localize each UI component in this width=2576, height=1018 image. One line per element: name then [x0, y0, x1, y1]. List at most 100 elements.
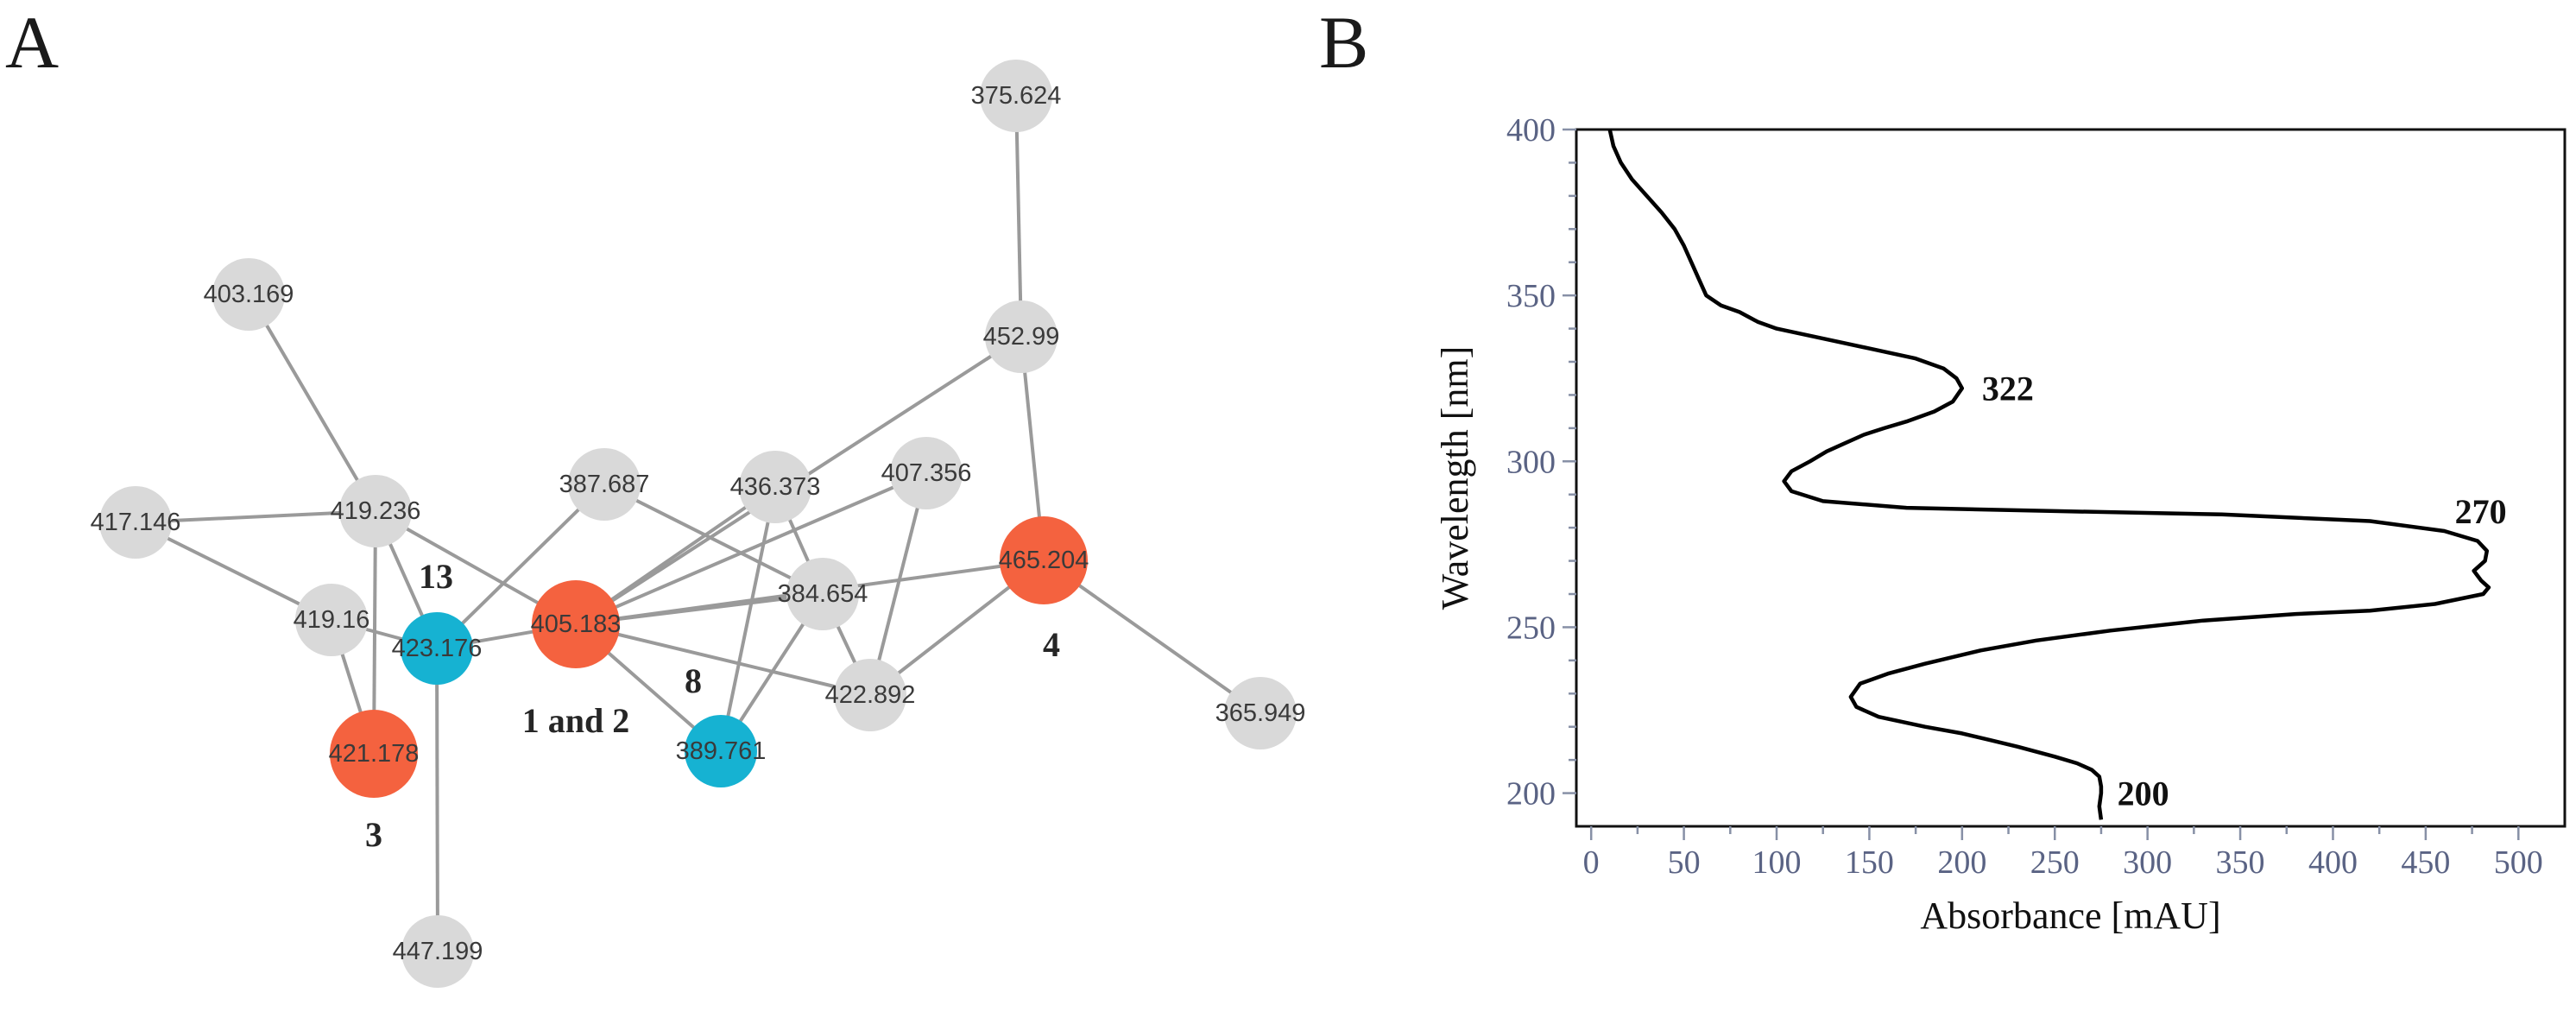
node-label: 375.624: [971, 82, 1062, 110]
compound-label: 3: [365, 815, 382, 854]
node-circle: [739, 451, 811, 523]
node-circle: [401, 915, 474, 988]
network-edge: [1014, 95, 1023, 338]
x-tick-label: 200: [1937, 844, 1986, 881]
node-label: 384.654: [778, 580, 868, 608]
y-tick-label: 250: [1506, 610, 1556, 646]
compound-label: 8: [685, 661, 702, 700]
node-circle: [1224, 677, 1297, 749]
network-edge: [603, 483, 824, 596]
network-node: 447.199: [393, 915, 483, 988]
network-node: 387.687: [559, 448, 650, 521]
compound-labels: 13 1 and 2 8 4 3: [365, 557, 1060, 854]
compound-label: 1 and 2: [522, 701, 630, 740]
network-node: 389.761: [676, 715, 767, 787]
network-node: 365.949: [1215, 677, 1306, 749]
network-node: 419.16: [294, 584, 370, 656]
node-circle: [985, 300, 1058, 373]
node-circle: [339, 475, 412, 547]
network-edge: [575, 471, 927, 626]
node-label: 389.761: [676, 737, 767, 765]
node-circle: [890, 437, 963, 509]
x-tick-label: 0: [1583, 844, 1600, 881]
node-label: 423.176: [392, 635, 483, 662]
network-edge: [247, 293, 377, 513]
node-label: 422.892: [825, 681, 916, 709]
node-circle: [786, 558, 859, 630]
peak-labels: 322 270 200: [1982, 370, 2507, 813]
y-axis-title: Wavelength [nm]: [1434, 346, 1476, 610]
network-edge: [719, 486, 777, 752]
network-node: 436.373: [730, 451, 821, 523]
plot-frame: [1575, 128, 2567, 828]
chart-axes: [1575, 128, 2567, 828]
node-circle: [568, 448, 641, 521]
compound-label: 4: [1043, 625, 1060, 664]
x-tick-label: 250: [2030, 844, 2080, 881]
network-node: 419.236: [331, 475, 421, 547]
network-node: 417.146: [91, 486, 181, 559]
network-node: 384.654: [778, 558, 868, 630]
node-label: 387.687: [559, 471, 650, 498]
panel-b-letter: B: [1319, 1, 1368, 84]
x-tick-label: 50: [1668, 844, 1701, 881]
node-label: 421.178: [329, 740, 420, 768]
network-node: 422.892: [825, 659, 916, 731]
network-node: 403.169: [204, 258, 294, 331]
network-edge: [575, 623, 871, 697]
peak-label: 200: [2118, 775, 2169, 813]
node-label: 447.199: [393, 938, 483, 965]
x-tick-label: 400: [2308, 844, 2358, 881]
x-axis-title: Absorbance [mAU]: [1920, 895, 2220, 937]
network-edge: [868, 472, 928, 696]
network-node: 407.356: [881, 437, 971, 509]
node-label: 365.949: [1215, 699, 1306, 727]
panel-b-uv-chart: B 0 50 100 150 200 250 300 350 400 450 500 200 250 30…: [1319, 1, 2567, 937]
panel-a-network: A 375.624 403.169 452.99 417.146 419.236 387.…: [5, 1, 1305, 988]
node-circle: [295, 584, 368, 656]
node-circle: [532, 580, 620, 668]
y-tick-label: 400: [1506, 112, 1556, 149]
x-tick-label: 500: [2494, 844, 2543, 881]
network-edge: [135, 509, 376, 524]
network-node: 421.178: [329, 710, 420, 798]
node-label: 405.183: [531, 610, 622, 638]
y-tick-label: 350: [1506, 278, 1556, 314]
network-node: 465.204: [999, 516, 1089, 604]
uv-spectrum-line: [1607, 129, 2491, 820]
network-edge: [1042, 559, 1262, 715]
node-circle: [980, 60, 1052, 132]
network-node: 375.624: [971, 60, 1062, 132]
peak-label: 270: [2455, 492, 2507, 531]
node-label: 452.99: [983, 323, 1060, 351]
panel-a-letter: A: [5, 1, 59, 84]
network-nodes: 375.624 403.169 452.99 417.146 419.236 387.68…: [91, 60, 1306, 988]
compound-label: 13: [419, 557, 453, 596]
network-node: 405.183: [531, 580, 622, 668]
node-circle: [1000, 516, 1088, 604]
node-circle: [212, 258, 285, 331]
x-tick-label: 450: [2401, 844, 2450, 881]
x-tick-label: 100: [1752, 844, 1802, 881]
node-label: 436.373: [730, 473, 821, 501]
network-edge: [435, 648, 439, 952]
y-tick-label: 300: [1506, 444, 1556, 480]
node-label: 403.169: [204, 281, 294, 308]
peak-label: 322: [1982, 370, 2034, 408]
node-label: 419.236: [331, 497, 421, 525]
network-edges: [135, 95, 1262, 952]
node-circle: [834, 659, 906, 731]
node-label: 465.204: [999, 547, 1089, 574]
network-node: 423.176: [392, 612, 483, 685]
node-circle: [685, 715, 757, 787]
node-label: 417.146: [91, 509, 181, 536]
node-circle: [401, 612, 473, 685]
node-circle: [330, 710, 418, 798]
network-edge: [435, 483, 606, 650]
node-label: 419.16: [294, 606, 370, 634]
y-tick-label: 200: [1506, 776, 1556, 813]
x-tick-label: 350: [2216, 844, 2265, 881]
network-node: 452.99: [983, 300, 1060, 373]
node-circle: [99, 486, 172, 559]
